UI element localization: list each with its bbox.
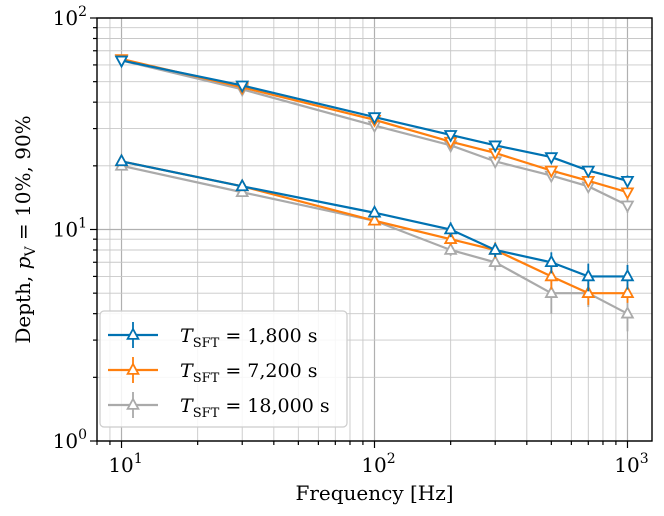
data-point-p10 xyxy=(620,305,635,319)
series-line-p90 xyxy=(121,57,628,194)
tick-label-base: 10 xyxy=(361,453,386,477)
y-tick-label: 102 xyxy=(53,4,87,30)
y-axis-label-rest: = 10%, 90% xyxy=(11,115,35,246)
tick-label-base: 10 xyxy=(614,453,639,477)
data-point-p10 xyxy=(620,268,635,282)
tick-label-exponent: 2 xyxy=(387,451,396,467)
legend-label: TSFT = 18,000 s xyxy=(180,395,330,421)
legend-label-subscript: SFT xyxy=(193,336,220,351)
data-point-p90 xyxy=(544,152,559,165)
series-line-p10 xyxy=(121,164,628,315)
data-point-p90 xyxy=(367,112,382,125)
data-point-p10 xyxy=(488,242,503,255)
data-point-p10 xyxy=(443,221,458,235)
y-axis-label: Depth, pV = 10%, 90% xyxy=(11,115,39,343)
legend-marker xyxy=(126,397,140,410)
x-tick-label: 103 xyxy=(614,451,648,477)
y-axis-label-main: Depth, xyxy=(11,269,35,343)
data-point-p10 xyxy=(620,285,635,298)
data-point-p90 xyxy=(488,140,503,154)
data-point-p10 xyxy=(544,285,559,298)
legend-label-symbol: T xyxy=(180,360,194,382)
x-axis-label: Frequency [Hz] xyxy=(295,481,453,505)
y-axis-label-subscript: V xyxy=(23,246,39,258)
legend-marker xyxy=(126,327,140,340)
series-line-p10 xyxy=(121,160,628,295)
data-point-p10 xyxy=(367,204,382,218)
legend-label: TSFT = 1,800 s xyxy=(180,325,317,351)
legend-label-symbol: T xyxy=(180,325,194,347)
y-axis-label-symbol: p xyxy=(11,256,35,269)
series-line-p90 xyxy=(121,59,628,182)
legend-box xyxy=(99,310,348,428)
data-point-p90 xyxy=(114,55,129,69)
data-point-p90 xyxy=(443,130,458,143)
data-point-p10 xyxy=(114,153,129,167)
tick-label-exponent: 2 xyxy=(78,4,87,20)
legend-label-text: = 18,000 s xyxy=(219,395,329,417)
data-point-p10 xyxy=(443,242,458,255)
data-point-p90 xyxy=(581,165,596,179)
data-point-p10 xyxy=(544,254,559,268)
legend-label-subscript: SFT xyxy=(193,406,220,421)
data-point-p10 xyxy=(544,268,559,282)
tick-label-base: 10 xyxy=(53,429,78,453)
legend-label: TSFT = 7,200 s xyxy=(180,360,317,386)
series-line-p90 xyxy=(121,59,628,207)
legend-label-text: = 1,800 s xyxy=(219,325,317,347)
data-point-p90 xyxy=(620,175,635,189)
data-point-p90 xyxy=(544,165,559,179)
data-point-p90 xyxy=(620,200,635,214)
plot-frame xyxy=(96,17,653,442)
tick-label-exponent: 0 xyxy=(78,427,87,443)
series-line-p10 xyxy=(121,160,628,278)
x-tick-label: 101 xyxy=(108,451,142,477)
legend-label-symbol: T xyxy=(180,395,194,417)
y-tick-label: 100 xyxy=(53,427,87,453)
tick-label-base: 10 xyxy=(53,218,78,242)
data-point-p10 xyxy=(235,178,250,192)
data-point-p10 xyxy=(488,254,503,268)
legend-marker xyxy=(126,362,140,375)
tick-label-exponent: 3 xyxy=(640,451,649,467)
data-point-p10 xyxy=(581,285,596,298)
y-tick-label: 101 xyxy=(53,216,87,242)
data-point-p90 xyxy=(620,187,635,201)
data-point-p10 xyxy=(235,184,250,198)
tick-label-base: 10 xyxy=(108,453,133,477)
tick-label-exponent: 1 xyxy=(134,451,143,467)
tick-label-exponent: 1 xyxy=(78,216,87,232)
legend-label-subscript: SFT xyxy=(193,371,220,386)
tick-label-base: 10 xyxy=(53,6,78,30)
series-1 xyxy=(114,55,635,292)
x-tick-label: 102 xyxy=(361,451,395,477)
data-point-p90 xyxy=(235,80,250,94)
data-point-p10 xyxy=(443,231,458,244)
data-point-p10 xyxy=(367,212,382,226)
series-layer xyxy=(114,54,635,332)
legend-label-text: = 7,200 s xyxy=(219,360,317,382)
data-point-p10 xyxy=(581,268,596,282)
